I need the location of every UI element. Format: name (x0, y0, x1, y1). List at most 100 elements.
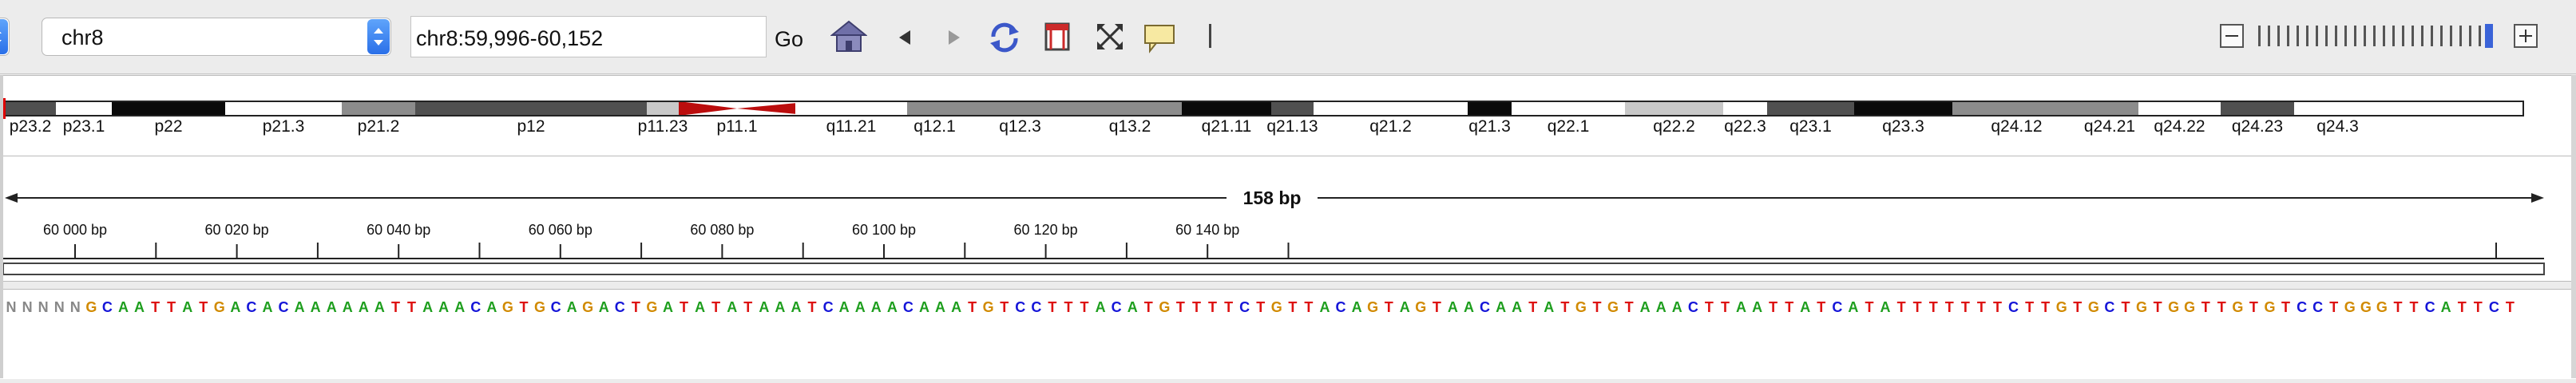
resize-icon[interactable] (1094, 19, 1126, 54)
chevron-updown-icon (0, 19, 8, 54)
sequence-base: C (1031, 299, 1041, 315)
cytoband-label: p21.2 (358, 117, 400, 136)
sequence-base: A (599, 299, 609, 315)
forward-arrow-icon[interactable] (942, 19, 966, 54)
sequence-base: T (2329, 299, 2338, 315)
sequence-base: T (1929, 299, 1938, 315)
go-button[interactable]: Go (775, 27, 804, 51)
sequence-base: A (1848, 299, 1858, 315)
sequence-base: A (663, 299, 673, 315)
sequence-base: N (6, 299, 17, 315)
sequence-base: A (134, 299, 145, 315)
refresh-icon[interactable] (985, 19, 1024, 54)
cytoband-label: q24.23 (2232, 117, 2283, 136)
sequence-base: T (1048, 299, 1056, 315)
sequence-base: A (1736, 299, 1746, 315)
sequence-base: C (1336, 299, 1346, 315)
sequence-base: T (2073, 299, 2082, 315)
sequence-base: T (2154, 299, 2162, 315)
sequence-base: T (1064, 299, 1072, 315)
popup-text-icon[interactable] (1142, 19, 1177, 54)
sequence-base: T (391, 299, 400, 315)
zoom-tick (2421, 26, 2423, 46)
sequence-base: A (118, 299, 129, 315)
zoom-tick (2459, 26, 2462, 46)
cytoband-p11.23 (647, 101, 679, 116)
ruler-right-arrow (2531, 193, 2544, 203)
sequence-base: N (22, 299, 33, 315)
sequence-base: A (1096, 299, 1106, 315)
sequence-base: A (919, 299, 929, 315)
sequence-base: C (2312, 299, 2323, 315)
sequence-base: C (1832, 299, 1842, 315)
sequence-base: C (279, 299, 289, 315)
sequence-base: A (1400, 299, 1410, 315)
sequence-base: A (1800, 299, 1810, 315)
back-arrow-icon[interactable] (893, 19, 917, 54)
vertical-scrollbar[interactable] (2571, 75, 2576, 378)
sequence-base: G (214, 299, 225, 315)
cytoband-label: q22.2 (1653, 117, 1695, 136)
cytoband-label: q11.21 (826, 117, 877, 136)
chromosome-ideogram-panel: p23.2 p23.1 p22 p21.3 p21.2 p12 p11.23 p11.1 q11… (0, 75, 2576, 156)
sequence-base: T (1256, 299, 1265, 315)
cytoband-q23.1 (1767, 101, 1854, 116)
sequence-base: G (983, 299, 994, 315)
sequence-base: A (871, 299, 882, 315)
locus-search-input[interactable]: chr8:59,996-60,152 (410, 16, 767, 57)
centromere-p-arm (679, 101, 737, 116)
chromosome-dropdown[interactable]: chr8 (42, 18, 391, 56)
cytoband-q22.2 (1625, 101, 1723, 116)
cytoband-q22.3 (1723, 101, 1767, 116)
sequence-base: T (1897, 299, 1906, 315)
sequence-base: A (262, 299, 272, 315)
sequence-base: A (855, 299, 866, 315)
zoom-tick (2392, 26, 2395, 46)
sequence-base: T (1080, 299, 1089, 315)
region-of-interest-icon[interactable] (1043, 19, 1072, 54)
sequence-base: T (1865, 299, 1873, 315)
zoom-out-button[interactable] (2220, 24, 2244, 48)
genome-dropdown[interactable] (0, 18, 10, 56)
cytoband-q21.11 (1182, 101, 1271, 116)
sequence-base: G (2168, 299, 2179, 315)
cytoband-p23.2 (5, 101, 56, 116)
home-icon[interactable] (830, 19, 867, 54)
sequence-base: G (2056, 299, 2067, 315)
zoom-tick (2306, 26, 2308, 46)
zoom-in-button[interactable] (2514, 24, 2538, 48)
cytoband-p21.3 (225, 101, 342, 116)
ruler-tick-label: 60 060 bp (529, 222, 592, 238)
sequence-base: A (839, 299, 850, 315)
sequence-base: T (1945, 299, 1954, 315)
sequence-base: A (454, 299, 465, 315)
chromosome-ideogram[interactable]: p23.2 p23.1 p22 p21.3 p21.2 p12 p11.23 p11.1 q11… (0, 76, 2576, 156)
cytoband-label: p12 (517, 117, 545, 136)
ruler-panel: 158 bp 60 000 bp 60 020 bp 60 040 bp 60 060… (0, 156, 2576, 282)
cytoband-label: q12.1 (913, 117, 956, 136)
sequence-base: T (407, 299, 416, 315)
zoom-tick (2440, 26, 2443, 46)
ruler-tick-label: 60 100 bp (852, 222, 916, 238)
sequence-base: G (1415, 299, 1426, 315)
chevron-updown-icon (367, 19, 390, 54)
sequence-base: C (551, 299, 561, 315)
sequence-base: A (1512, 299, 1522, 315)
panel-left-border (0, 75, 3, 378)
sequence-base: T (632, 299, 640, 315)
cytoband-label: p11.1 (717, 117, 758, 136)
sequence-base: T (2121, 299, 2130, 315)
sequence-base: A (1448, 299, 1458, 315)
sequence-base: A (1127, 299, 1138, 315)
zoom-tick (2431, 26, 2433, 46)
sequence-base: T (1769, 299, 1777, 315)
sequence-base: A (1880, 299, 1891, 315)
zoom-slider-thumb[interactable] (2485, 24, 2493, 48)
sequence-base: C (2008, 299, 2019, 315)
zoom-slider[interactable] (2258, 26, 2498, 46)
sequence-base: A (1544, 299, 1554, 315)
sequence-base: A (935, 299, 945, 315)
cytoband-q21.3 (1468, 101, 1512, 116)
